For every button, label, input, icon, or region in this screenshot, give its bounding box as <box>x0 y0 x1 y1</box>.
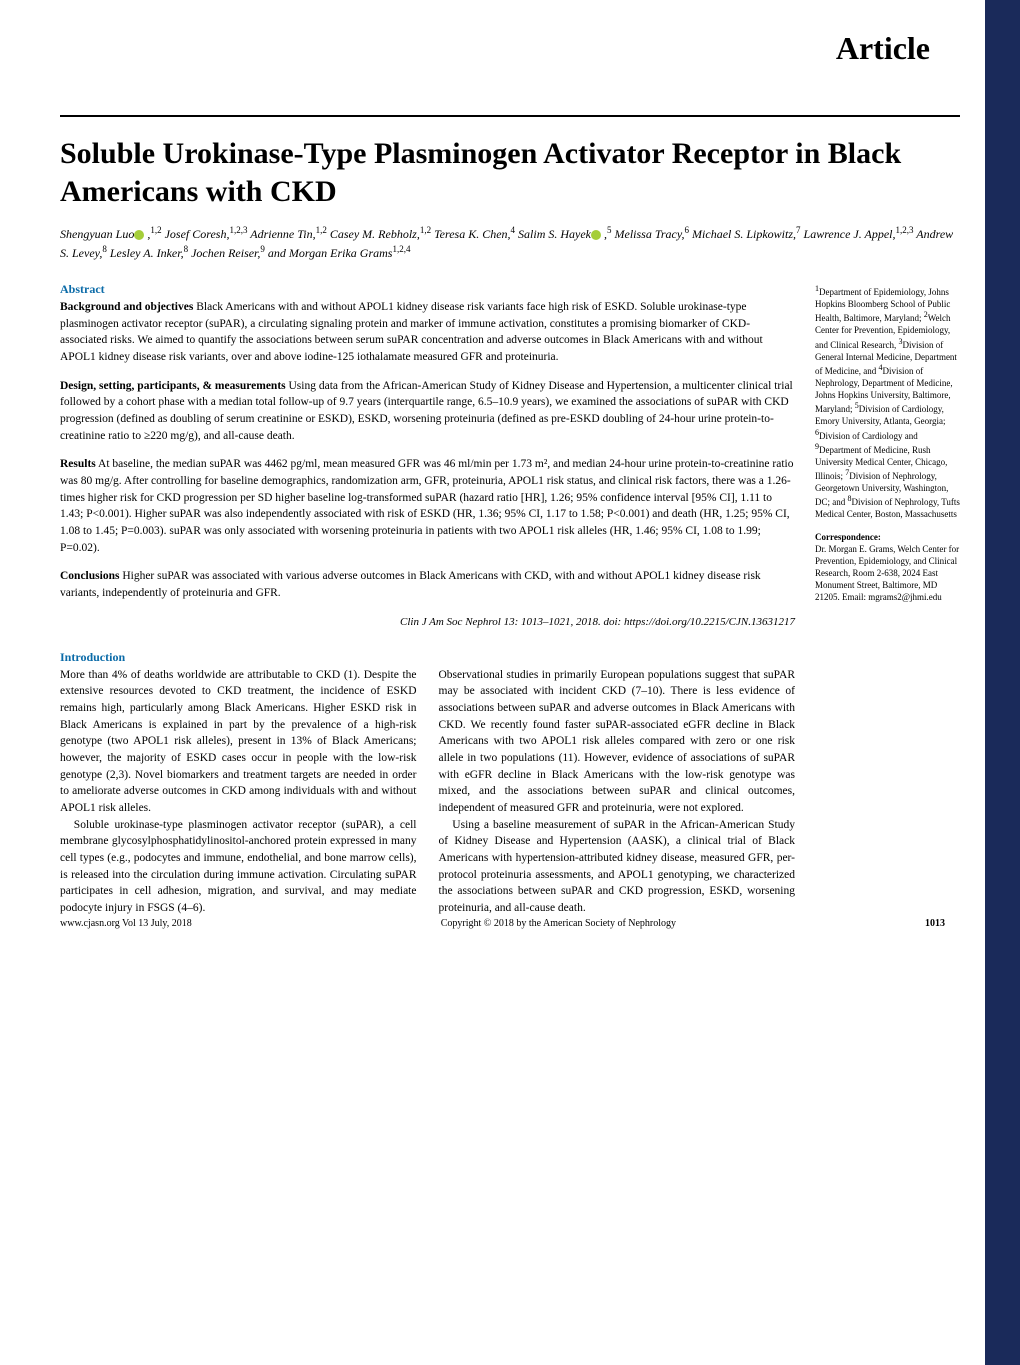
abstract-conclusions-label: Conclusions <box>60 570 119 582</box>
orcid-icon <box>591 230 601 240</box>
intro-paragraph: Observational studies in primarily Europ… <box>439 667 796 817</box>
abstract-heading: Abstract <box>60 282 795 297</box>
intro-paragraph: More than 4% of deaths worldwide are att… <box>60 667 417 817</box>
correspondence-text: Dr. Morgan E. Grams, Welch Center for Pr… <box>815 543 960 604</box>
article-title: Soluble Urokinase-Type Plasminogen Activ… <box>60 135 960 210</box>
journal-side-bar <box>985 0 1020 1365</box>
abstract-background-label: Background and objectives <box>60 301 193 313</box>
citation-line: Clin J Am Soc Nephrol 13: 1013–1021, 201… <box>60 616 795 628</box>
body-text-columns: More than 4% of deaths worldwide are att… <box>60 667 795 917</box>
sidebar-column: 1Department of Epidemiology, Johns Hopki… <box>815 282 960 917</box>
footer-copyright: Copyright © 2018 by the American Society… <box>441 918 676 929</box>
main-content: Abstract Background and objectives Black… <box>0 282 1020 947</box>
orcid-icon <box>134 230 144 240</box>
abstract-block: Background and objectives Black American… <box>60 299 795 602</box>
intro-paragraph: Using a baseline measurement of suPAR in… <box>439 817 796 917</box>
header-region: Article Soluble Urokinase-Type Plasminog… <box>0 0 1020 262</box>
article-type-label: Article <box>60 30 960 67</box>
introduction-heading: Introduction <box>60 650 795 665</box>
correspondence-label: Correspondence: <box>815 531 960 543</box>
abstract-conclusions-text: Higher suPAR was associated with various… <box>60 570 761 599</box>
abstract-results-label: Results <box>60 458 96 470</box>
abstract-results-text: At baseline, the median suPAR was 4462 p… <box>60 458 793 553</box>
author-list: Shengyuan Luo ,1,2 Josef Coresh,1,2,3 Ad… <box>60 224 960 262</box>
content-column: Abstract Background and objectives Black… <box>60 282 795 917</box>
intro-paragraph: Soluble urokinase-type plasminogen activ… <box>60 817 417 917</box>
footer-left: www.cjasn.org Vol 13 July, 2018 <box>60 918 192 929</box>
page-number: 1013 <box>925 918 945 929</box>
title-rule <box>60 115 960 117</box>
abstract-design-label: Design, setting, participants, & measure… <box>60 380 286 392</box>
affiliations: 1Department of Epidemiology, Johns Hopki… <box>815 284 960 521</box>
page-footer: www.cjasn.org Vol 13 July, 2018 Copyrigh… <box>60 918 945 929</box>
